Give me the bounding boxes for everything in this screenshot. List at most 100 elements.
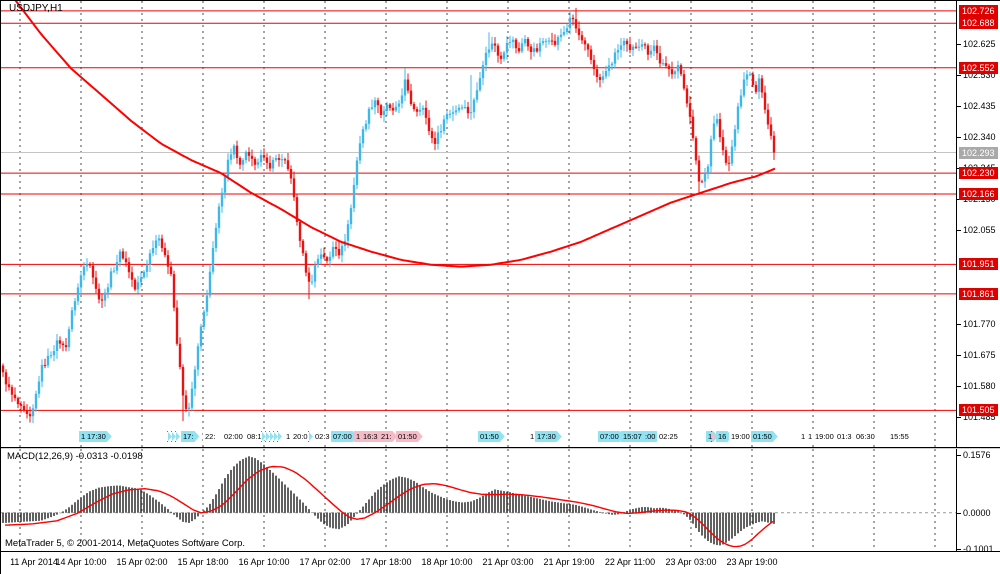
event-tag[interactable]: 01:3 (835, 431, 858, 442)
time-axis-label: 18 Apr 10:00 (421, 557, 473, 567)
macd-bottom-border (1, 551, 1000, 552)
price-tick-label: 101.485 (963, 412, 996, 422)
macd-canvas[interactable] (1, 449, 956, 551)
event-tag[interactable]: 01:50 (751, 431, 778, 442)
price-axis: 102.625102.530102.435102.340102.245102.1… (956, 1, 1000, 447)
price-tick-label: 102.530 (963, 70, 996, 80)
price-tick-label: 102.055 (963, 225, 996, 235)
price-tick-label: 101.580 (963, 381, 996, 391)
time-axis-label: 16 Apr 10:00 (238, 557, 290, 567)
event-tag[interactable]: 19:00 (813, 431, 840, 442)
price-level-badge: 102.552 (959, 62, 998, 74)
price-level-badge: 102.688 (959, 17, 998, 29)
event-tag[interactable]: 21: (379, 431, 397, 442)
time-axis-label: 21 Apr 03:00 (482, 557, 534, 567)
event-tag[interactable]: 1 (799, 431, 811, 442)
price-axis-tickmark (957, 386, 961, 387)
event-tag[interactable]: 15:55 (888, 431, 915, 442)
macd-values: -0.0313 -0.0198 (75, 451, 143, 462)
event-tag[interactable]: 07:00 (598, 431, 625, 442)
event-tag[interactable] (309, 431, 313, 442)
price-axis-tickmark (957, 355, 961, 356)
macd-panel[interactable]: MACD(12,26,9) -0.0313 -0.0198 MetaTrader… (1, 449, 956, 551)
event-tag[interactable] (172, 431, 176, 442)
moving-average-line[interactable] (14, 1, 776, 268)
time-axis-label: 17 Apr 02:00 (299, 557, 351, 567)
event-tag[interactable]: 06:30 (854, 431, 881, 442)
copyright-text: MetaTrader 5, © 2001-2014, MetaQuotes So… (5, 538, 246, 549)
event-tag[interactable] (270, 431, 274, 442)
price-axis-tickmark (957, 324, 961, 325)
price-level-badge: 102.230 (959, 167, 998, 179)
price-tick-label: 102.340 (963, 132, 996, 142)
time-axis-label: 21 Apr 19:00 (543, 557, 595, 567)
time-axis-label: 17 Apr 18:00 (360, 557, 412, 567)
price-axis-tickmark (957, 230, 961, 231)
price-level-badge: 101.861 (959, 288, 998, 300)
event-tag[interactable] (168, 431, 172, 442)
time-axis-label: 15 Apr 18:00 (177, 557, 229, 567)
event-tag[interactable]: 19:00 (729, 431, 756, 442)
price-chart-canvas[interactable] (1, 1, 956, 447)
price-tick-label: 102.435 (963, 101, 996, 111)
price-tick-label: 101.675 (963, 350, 996, 360)
macd-histogram (2, 456, 775, 546)
time-axis-label: 23 Apr 03:00 (665, 557, 717, 567)
event-tag[interactable] (262, 431, 266, 442)
price-level-badge: 102.726 (959, 5, 998, 17)
event-tag[interactable]: 22: (203, 431, 221, 442)
symbol-label: USDJPY,H1 (9, 3, 63, 14)
event-tag[interactable]: 1 (806, 431, 818, 442)
event-tag[interactable]: 17:30 (535, 431, 562, 442)
time-axis-label: 22 Apr 11:00 (604, 557, 656, 567)
event-tag[interactable]: 1 (284, 431, 296, 442)
macd-signal-line (4, 465, 774, 548)
event-tag[interactable]: 08:1 (245, 431, 268, 442)
price-axis-tickmark (957, 417, 961, 418)
time-axis-label: 11 Apr 2014 (10, 557, 58, 567)
event-tag[interactable]: 16:3 (361, 431, 384, 442)
event-tag[interactable] (176, 431, 180, 442)
event-tag[interactable]: :00 (643, 431, 661, 442)
time-axis-label: 14 Apr 10:00 (55, 557, 107, 567)
price-axis-tickmark (957, 137, 961, 138)
main-chart-panel[interactable]: USDJPY,H1 1 17:30 17: 22: 02:00 08:1 1 20:0 02:3… (1, 1, 956, 447)
event-tag[interactable]: 1 (354, 431, 366, 442)
time-axis-label: 15 Apr 02:00 (116, 557, 168, 567)
macd-tick-label: 0.1576 (963, 450, 991, 460)
event-tag[interactable]: 16 (716, 431, 732, 442)
price-level-badge: 102.166 (959, 188, 998, 200)
event-tag[interactable]: 20:0 (291, 431, 314, 442)
event-tag[interactable]: 02:3 (313, 431, 336, 442)
event-tag[interactable]: 01:50 (396, 431, 423, 442)
time-axis-label: 23 Apr 19:00 (726, 557, 778, 567)
price-tick-label: 102.625 (963, 39, 996, 49)
event-tag[interactable]: 01:50 (478, 431, 505, 442)
event-tag[interactable]: 17: (181, 431, 199, 442)
macd-indicator-label: MACD(12,26,9) -0.0313 -0.0198 (7, 451, 143, 462)
event-tag[interactable]: 02:25 (657, 431, 684, 442)
time-axis: 11 Apr 2014 14 Apr 10:00 15 Apr 02:00 15 Ap… (1, 553, 1000, 574)
event-tag[interactable] (266, 431, 270, 442)
event-tag[interactable]: 15:07 (621, 431, 648, 442)
macd-axis-tickmark (957, 513, 961, 514)
price-axis-tickmark (957, 44, 961, 45)
price-level-badge: 101.505 (959, 404, 998, 416)
event-tag[interactable] (274, 431, 278, 442)
event-tag[interactable]: 02:00 (222, 431, 249, 442)
macd-axis-tickmark (957, 549, 961, 550)
event-tag[interactable]: 07:00 (331, 431, 358, 442)
macd-name: MACD(12,26,9) (7, 451, 73, 462)
price-tick-label: 101.770 (963, 319, 996, 329)
current-price-badge: 102.293 (959, 147, 998, 159)
macd-tick-label: 0.0000 (963, 508, 991, 518)
macd-axis: 0.1576 0.0000 -0.1001 (956, 449, 1000, 554)
event-tag[interactable]: 17:30 (85, 431, 112, 442)
price-level-badge: 101.951 (959, 258, 998, 270)
price-axis-tickmark (957, 106, 961, 107)
event-tag[interactable] (712, 431, 716, 442)
event-tag[interactable] (278, 431, 282, 442)
candlestick-series (1, 7, 776, 424)
event-tag[interactable]: 1 (528, 431, 540, 442)
